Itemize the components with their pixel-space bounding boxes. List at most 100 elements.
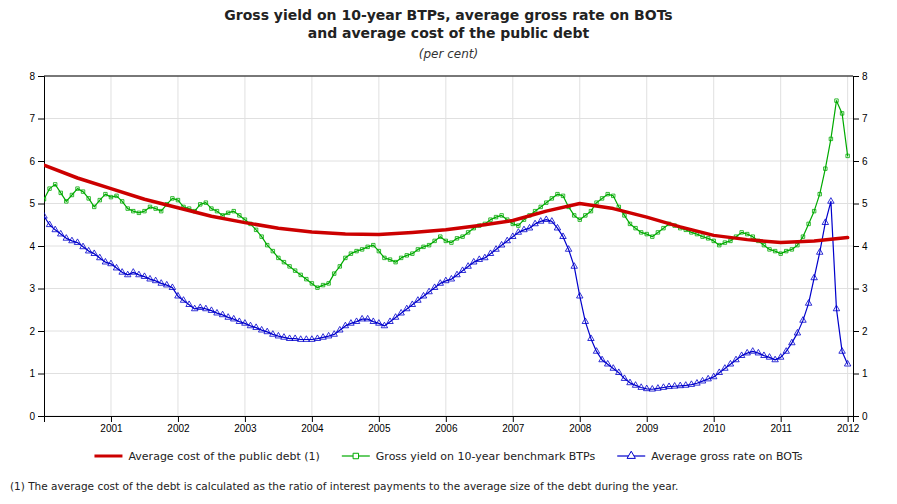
grid-line	[44, 161, 853, 162]
marker	[623, 214, 626, 217]
marker	[777, 354, 783, 360]
marker	[176, 198, 179, 201]
marker	[314, 335, 320, 341]
marker	[768, 248, 771, 251]
marker	[784, 249, 787, 252]
marker	[288, 265, 291, 268]
marker	[712, 239, 715, 242]
marker	[232, 209, 235, 212]
grid-line	[44, 246, 853, 247]
tick: 3	[29, 283, 44, 294]
marker	[846, 154, 849, 157]
marker	[584, 214, 587, 217]
tick: 5	[29, 198, 44, 209]
marker	[705, 375, 711, 381]
marker	[242, 320, 248, 326]
marker	[476, 256, 482, 262]
marker	[656, 231, 659, 234]
tick-label: 0	[29, 411, 35, 422]
marker	[197, 304, 203, 310]
tick: 8	[853, 71, 868, 82]
marker	[141, 273, 147, 279]
marker	[599, 356, 605, 362]
marker	[829, 137, 832, 140]
marker	[87, 197, 90, 200]
marker	[783, 348, 789, 354]
marker	[377, 249, 380, 252]
legend-item: Average cost of the public debt (1)	[94, 450, 319, 463]
marker	[796, 243, 799, 246]
marker	[745, 232, 748, 235]
x-axis-line	[45, 417, 854, 423]
marker	[98, 198, 101, 201]
marker	[388, 258, 391, 261]
legend-label: Average cost of the public debt (1)	[128, 450, 319, 463]
y2-axis-line	[854, 77, 860, 417]
marker	[349, 252, 352, 255]
marker	[303, 336, 309, 342]
marker	[171, 197, 174, 200]
tick: 6	[29, 156, 44, 167]
marker	[600, 197, 603, 200]
marker	[616, 369, 622, 375]
marker	[69, 237, 75, 243]
marker	[571, 263, 577, 269]
marker	[175, 292, 181, 298]
marker	[370, 318, 376, 324]
tick: 2012	[837, 416, 860, 434]
tick: 4	[29, 241, 44, 252]
tick-mark	[853, 331, 859, 332]
marker	[651, 235, 654, 238]
tick-label: 7	[29, 113, 35, 124]
marker	[416, 248, 419, 251]
tick-mark	[312, 416, 313, 422]
marker	[628, 222, 631, 225]
marker	[258, 326, 264, 332]
marker	[225, 314, 231, 320]
marker	[310, 282, 313, 285]
chart: Gross yield on 10-year BTPs, average gro…	[0, 0, 897, 504]
legend-swatch	[94, 455, 122, 458]
marker	[816, 249, 822, 255]
marker	[44, 213, 47, 219]
marker	[325, 332, 331, 338]
tick-mark	[781, 416, 782, 422]
marker	[577, 292, 583, 298]
marker	[92, 205, 95, 208]
marker	[550, 197, 553, 200]
tick-mark	[714, 416, 715, 422]
marker	[833, 305, 839, 311]
marker	[238, 214, 241, 217]
marker	[236, 318, 242, 324]
marker	[644, 385, 650, 391]
tick-label: 2010	[703, 423, 726, 434]
tick: 2002	[167, 416, 190, 434]
marker	[427, 243, 430, 246]
marker	[275, 332, 281, 338]
marker	[812, 209, 815, 212]
y2-axis: 012345678	[853, 71, 868, 422]
marker	[634, 226, 637, 229]
marker	[694, 380, 700, 386]
marker	[811, 274, 817, 280]
tick-mark	[38, 331, 44, 332]
tick-label: 2012	[837, 423, 860, 434]
marker	[97, 254, 103, 260]
marker	[718, 243, 721, 246]
marker	[500, 214, 503, 217]
tick-mark	[111, 416, 112, 422]
marker	[130, 269, 136, 275]
marker	[443, 277, 449, 283]
tick-mark	[647, 416, 648, 422]
marker	[699, 377, 705, 383]
tick-label: 2008	[569, 423, 592, 434]
tick-mark	[853, 246, 859, 247]
marker	[723, 241, 726, 244]
tick-label: 2004	[301, 423, 324, 434]
marker	[299, 273, 302, 276]
tick-mark	[38, 289, 44, 290]
series	[44, 165, 848, 242]
tick: 2	[853, 326, 868, 337]
tick-label: 1	[29, 368, 35, 379]
tick: 2007	[502, 416, 525, 434]
